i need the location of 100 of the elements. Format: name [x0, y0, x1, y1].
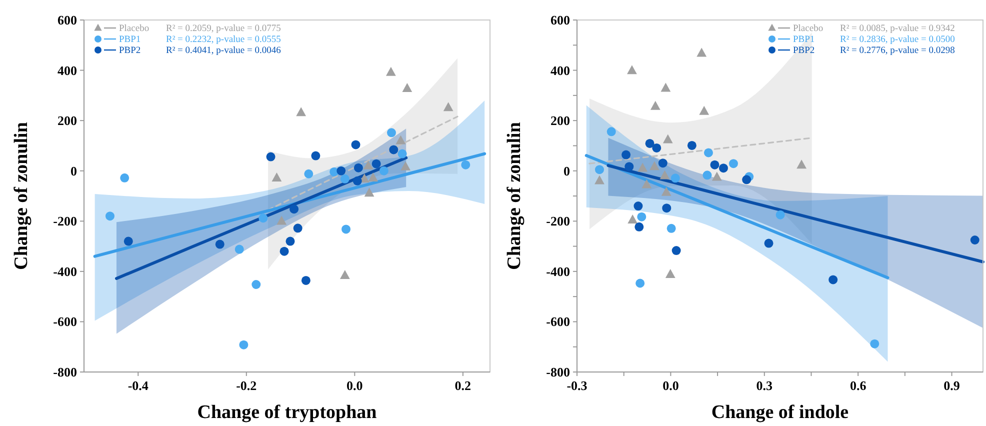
point	[702, 170, 712, 180]
point	[272, 172, 282, 182]
point	[234, 244, 244, 254]
point	[354, 163, 363, 172]
y-tick-label: -200	[53, 214, 77, 229]
point	[301, 276, 310, 285]
x-tick-label: 0.6	[850, 378, 867, 393]
point	[627, 65, 637, 74]
point	[398, 149, 407, 158]
point	[650, 100, 660, 110]
x-tick-label: -0.3	[566, 378, 588, 393]
legend-label: PBP2	[793, 46, 815, 56]
y-tick-label: -400	[546, 264, 570, 279]
point	[665, 269, 676, 278]
line-series	[606, 164, 984, 264]
point	[368, 172, 378, 182]
annotation: R² = 0.2776, p-value = 0.0298	[840, 46, 956, 56]
point	[687, 140, 696, 150]
point	[215, 240, 224, 249]
point	[796, 160, 806, 169]
annotation: R² = 0.0085, p-value = 0.9342	[840, 24, 956, 34]
point	[704, 148, 713, 158]
x-tick-label: 0.0	[346, 378, 363, 393]
point	[670, 174, 680, 183]
point	[628, 214, 638, 224]
x-tick-label: -0.4	[128, 378, 149, 393]
point	[396, 135, 406, 144]
y-tick-label: 0	[564, 163, 570, 178]
point	[970, 236, 980, 244]
x-tick-label: 0.2	[454, 378, 472, 393]
point	[666, 224, 676, 233]
point	[606, 127, 616, 136]
point	[293, 224, 302, 233]
point	[710, 160, 720, 170]
point	[594, 165, 604, 174]
annotation: R² = 0.4041, p-value = 0.0046	[166, 46, 282, 56]
point	[286, 236, 295, 246]
point	[239, 340, 248, 350]
line-series	[584, 154, 890, 280]
legend-label: Placebo	[119, 24, 150, 34]
point	[642, 179, 652, 188]
line-series	[93, 152, 486, 258]
y-tick-label: -200	[546, 214, 570, 229]
point	[304, 169, 314, 178]
point	[105, 212, 114, 221]
point	[696, 48, 707, 57]
point	[351, 140, 360, 150]
point	[311, 151, 320, 160]
point	[389, 145, 398, 154]
point	[660, 170, 670, 180]
point	[624, 162, 634, 172]
point	[650, 161, 660, 170]
point	[662, 134, 673, 144]
line-series	[267, 116, 458, 211]
point	[258, 214, 268, 223]
point	[386, 128, 396, 138]
point	[764, 238, 774, 248]
legend-label: PBP1	[793, 35, 815, 45]
point	[290, 204, 299, 214]
y-tick-label: 200	[550, 113, 570, 128]
point	[443, 102, 454, 112]
point	[402, 82, 412, 92]
legend-label: PBP1	[119, 35, 141, 45]
y-tick-label: 200	[58, 113, 77, 128]
y-tick-label: 400	[58, 62, 77, 78]
point	[363, 160, 374, 170]
x-tick-label: -0.2	[236, 378, 257, 393]
point	[658, 158, 668, 168]
y-tick-label: -400	[53, 264, 77, 279]
point	[386, 66, 396, 76]
point	[718, 164, 728, 173]
y-tick-label: 600	[58, 12, 77, 28]
point	[280, 246, 289, 256]
y-axis-title: Change of zonulin	[504, 122, 525, 270]
point	[638, 162, 648, 172]
point	[636, 278, 645, 288]
point	[661, 186, 672, 196]
point	[461, 160, 470, 170]
y-tick-label: -600	[546, 314, 570, 330]
y-tick-label: -800	[53, 364, 77, 380]
point	[652, 143, 662, 152]
point	[662, 204, 672, 213]
point	[342, 224, 351, 234]
point	[637, 212, 646, 222]
annotation: R² = 0.2836, p-value = 0.0500	[840, 35, 956, 45]
point	[352, 176, 362, 186]
line-series	[588, 137, 813, 164]
point	[699, 106, 710, 115]
point	[870, 339, 880, 348]
x-tick-label: 0.9	[944, 378, 960, 393]
point	[660, 82, 671, 92]
point	[400, 161, 410, 170]
point	[276, 216, 287, 225]
legend-label: Placebo	[793, 24, 824, 34]
point	[634, 222, 644, 232]
point	[296, 107, 306, 116]
point	[728, 159, 738, 168]
point	[379, 166, 388, 176]
point	[252, 280, 261, 290]
point	[340, 174, 350, 184]
